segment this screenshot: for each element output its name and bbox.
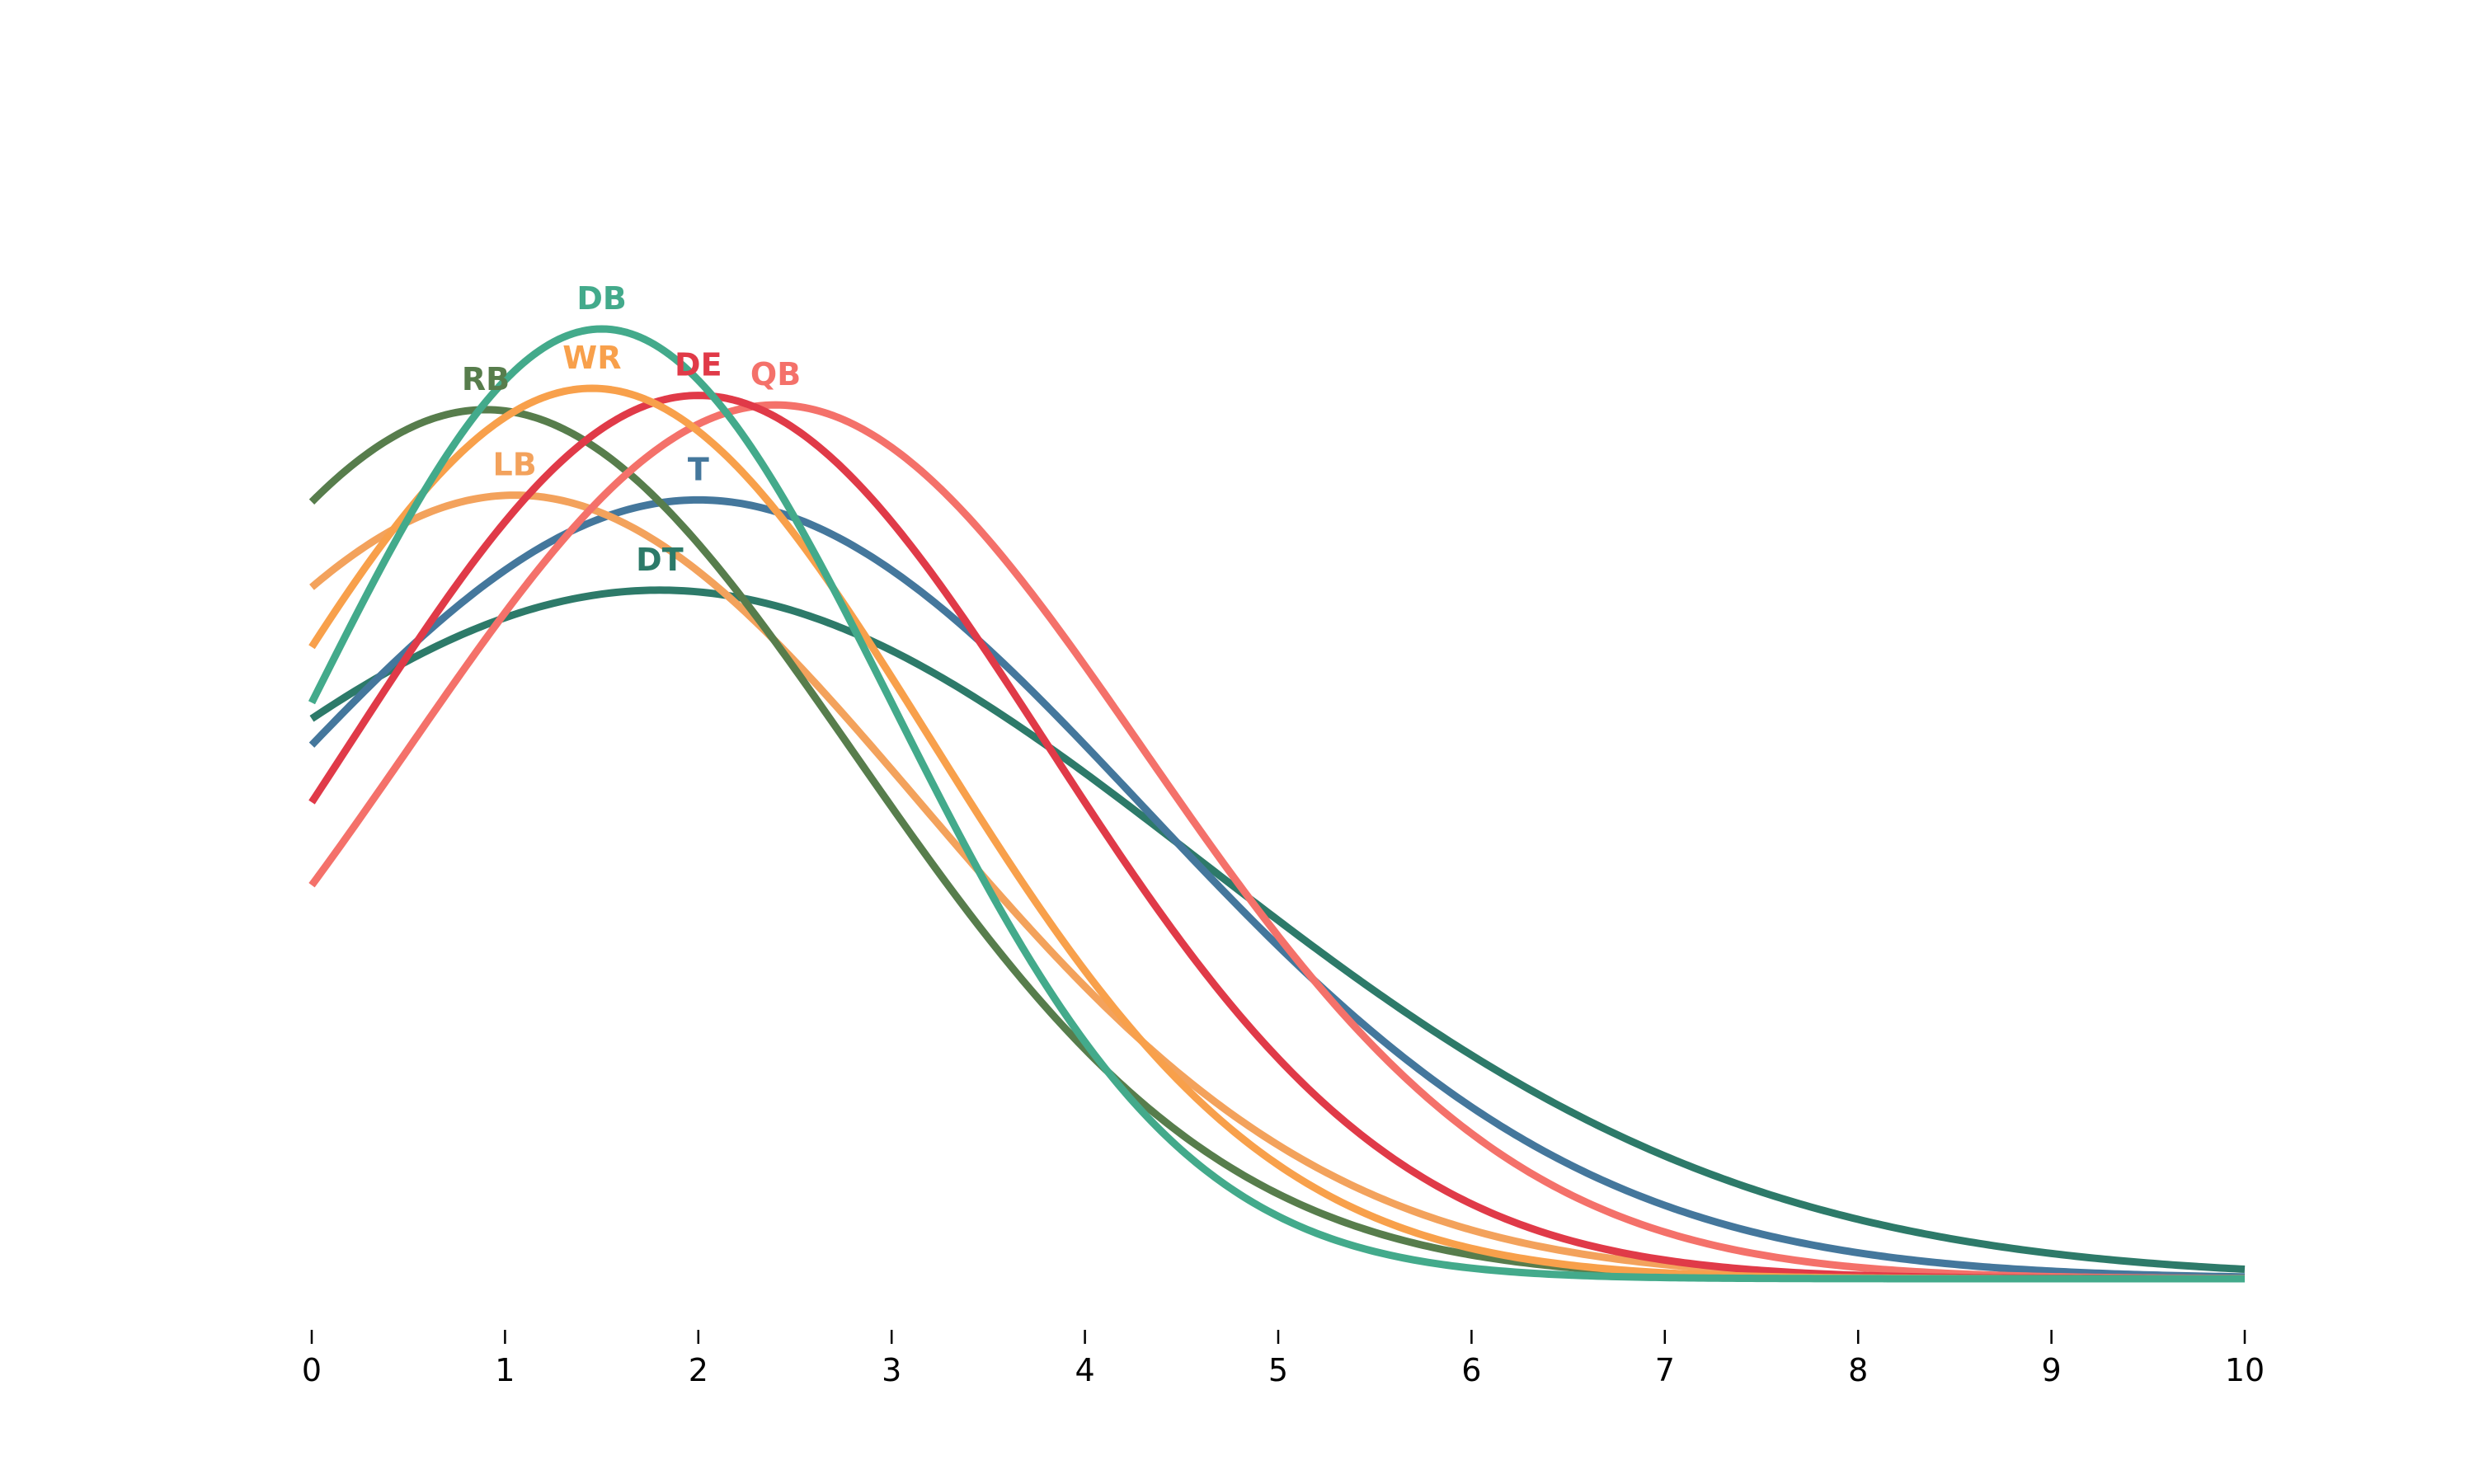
x-tick-label-6: 6 <box>1461 1352 1481 1388</box>
x-tick-label-5: 5 <box>1268 1352 1288 1388</box>
x-tick-label-1: 1 <box>495 1352 515 1388</box>
series-line-t <box>308 495 2246 1281</box>
series-label-db: DB <box>576 280 627 317</box>
series-label-dt: DT <box>636 542 684 578</box>
x-tick-label-9: 9 <box>2042 1352 2062 1388</box>
x-tick-label-0: 0 <box>302 1352 322 1388</box>
series-line-qb <box>308 401 2246 1283</box>
x-tick-label-10: 10 <box>2225 1352 2265 1388</box>
series-line-dt <box>309 586 2246 1274</box>
series-line-db <box>308 325 2245 1283</box>
x-tick-label-2: 2 <box>689 1352 708 1388</box>
series-label-qb: QB <box>750 356 801 392</box>
series-label-lb: LB <box>493 447 537 483</box>
series-label-t: T <box>688 451 709 487</box>
series-label-de: DE <box>675 347 722 383</box>
x-tick-label-4: 4 <box>1075 1352 1095 1388</box>
series-labels: DB WR DE QB RB LB T DT <box>462 280 801 578</box>
x-axis: 0 1 2 3 4 5 6 7 8 9 10 <box>302 1330 2265 1388</box>
x-tick-label-3: 3 <box>882 1352 901 1388</box>
x-tick-label-8: 8 <box>1848 1352 1868 1388</box>
series-label-rb: RB <box>462 361 510 397</box>
x-tick-label-7: 7 <box>1655 1352 1675 1388</box>
series-label-wr: WR <box>562 340 621 376</box>
series-lines <box>308 325 2246 1283</box>
